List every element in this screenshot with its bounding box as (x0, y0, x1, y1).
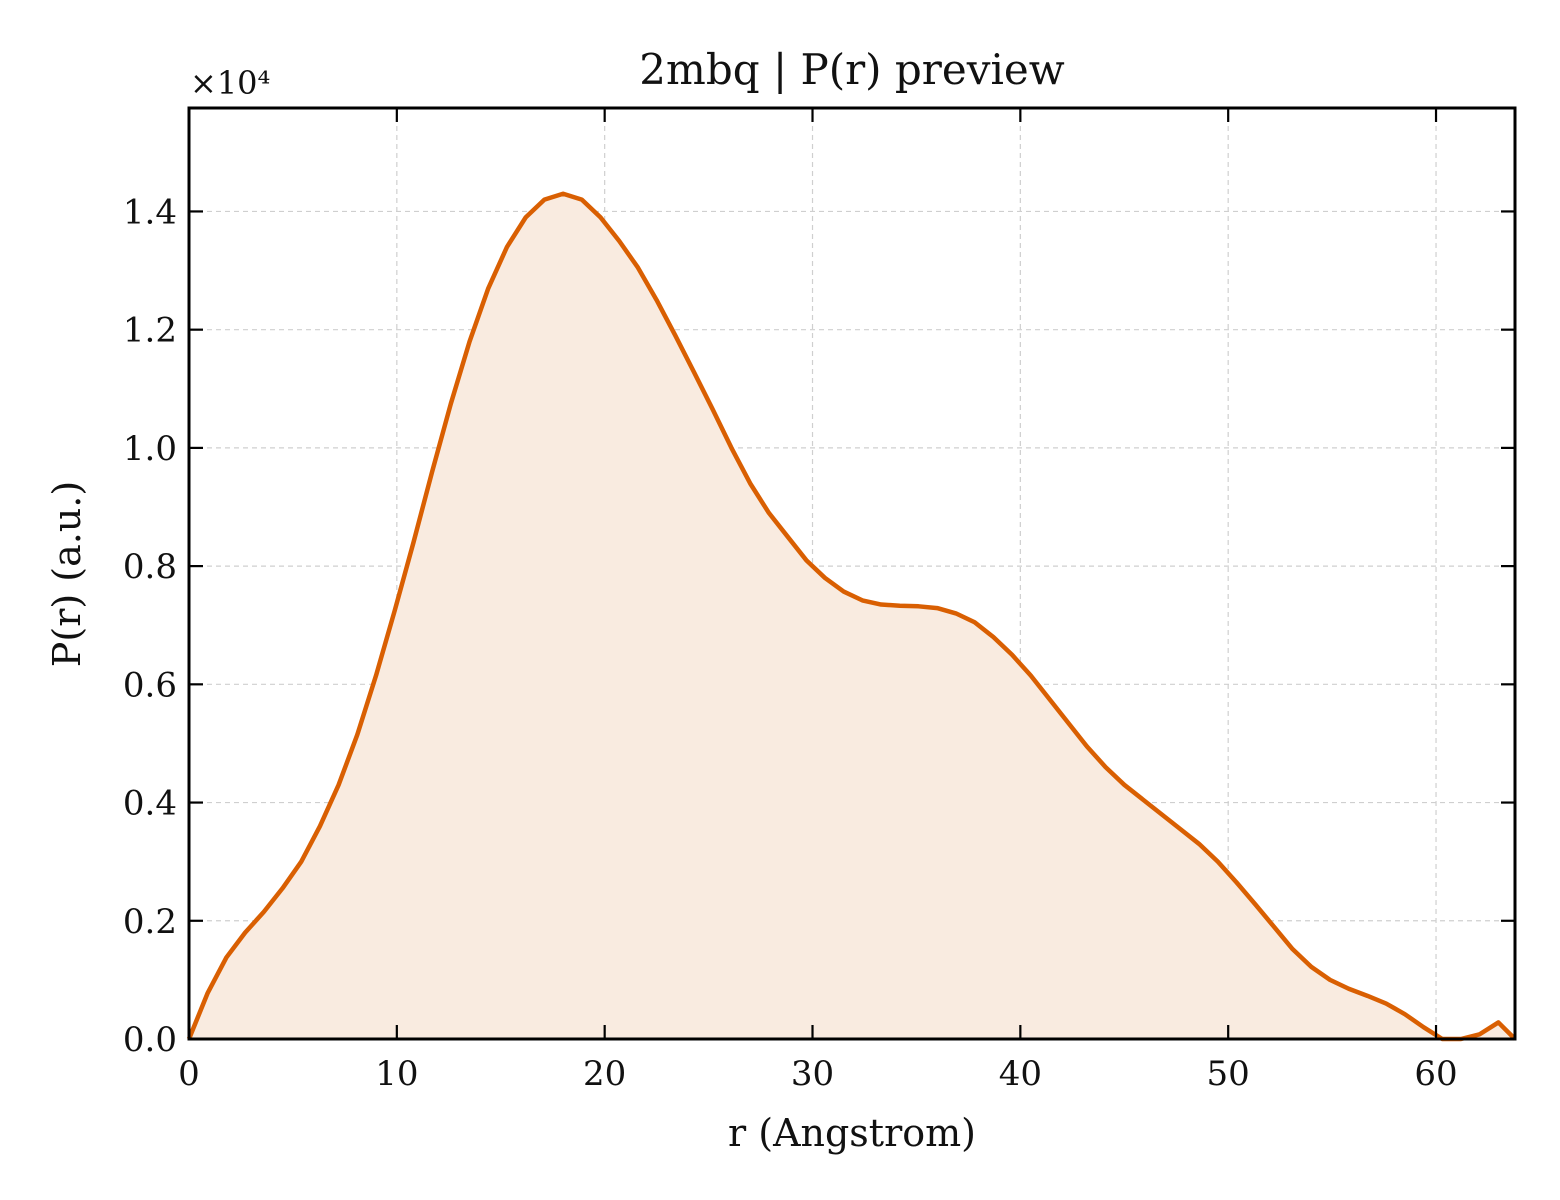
y-tick-label-1: 0.2 (123, 902, 177, 942)
chart-title: 2mbq | P(r) preview (639, 45, 1064, 94)
y-axis-label: P(r) (a.u.) (45, 481, 89, 667)
x-tick-label-2: 20 (583, 1054, 626, 1094)
x-tick-label-0: 0 (178, 1054, 200, 1094)
ticks: 0 10 20 30 40 50 60 0.0 0.2 0.4 0.6 0.8 1.0 1.2 1.4 (123, 108, 1515, 1094)
x-tick-label-3: 30 (791, 1054, 834, 1094)
plot-frame (187, 106, 1517, 1041)
y-scale-label: ×10⁴ (190, 64, 270, 102)
x-axis-label: r (Angstrom) (728, 1111, 976, 1155)
x-tick-label-1: 10 (375, 1054, 418, 1094)
pr-area-fill (189, 193, 1515, 1039)
y-tick-label-4: 0.8 (123, 547, 177, 587)
y-tick-label-0: 0.0 (123, 1020, 177, 1060)
y-tick-label-3: 0.6 (123, 665, 177, 705)
x-tick-label-5: 50 (1207, 1054, 1250, 1094)
x-tick-label-6: 60 (1414, 1054, 1457, 1094)
x-tick-label-4: 40 (999, 1054, 1042, 1094)
y-tick-label-2: 0.4 (123, 784, 177, 824)
y-tick-label-5: 1.0 (123, 429, 177, 469)
y-tick-label-6: 1.2 (123, 311, 177, 351)
y-tick-label-7: 1.4 (123, 192, 177, 232)
pr-series-line (186, 191, 1517, 1042)
